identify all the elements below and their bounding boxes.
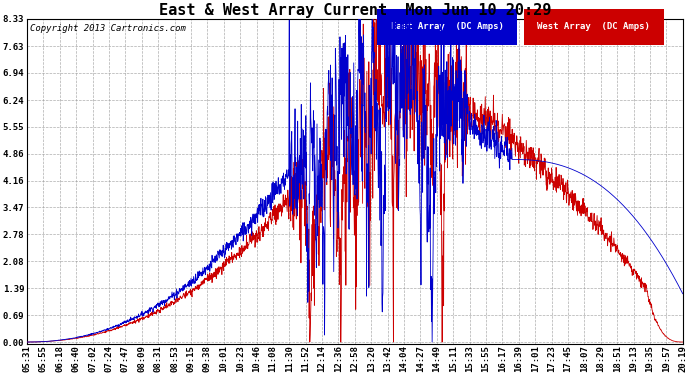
Text: East Array  (DC Amps): East Array (DC Amps) [391,22,504,31]
Text: West Array  (DC Amps): West Array (DC Amps) [537,22,650,31]
Text: Copyright 2013 Cartronics.com: Copyright 2013 Cartronics.com [30,24,186,33]
Title: East & West Array Current  Mon Jun 10 20:29: East & West Array Current Mon Jun 10 20:… [159,3,551,18]
